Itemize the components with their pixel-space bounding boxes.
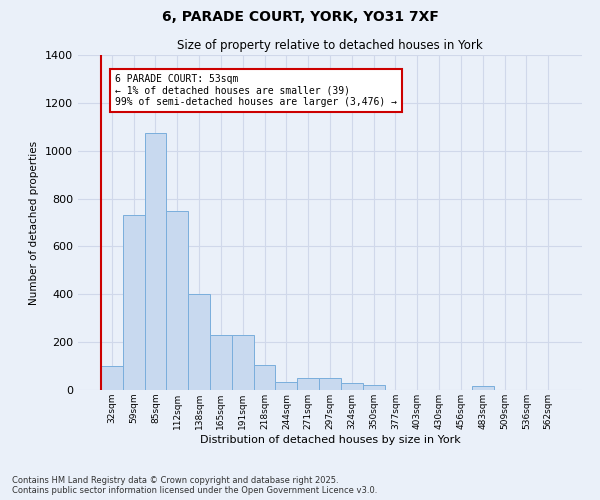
Bar <box>275 382 297 390</box>
Bar <box>254 365 275 390</box>
Bar <box>101 366 123 390</box>
Bar <box>166 210 188 390</box>
Bar <box>297 378 319 390</box>
Bar <box>210 335 232 390</box>
Bar <box>145 133 166 390</box>
X-axis label: Distribution of detached houses by size in York: Distribution of detached houses by size … <box>200 434 460 444</box>
Bar <box>232 335 254 390</box>
Title: Size of property relative to detached houses in York: Size of property relative to detached ho… <box>177 40 483 52</box>
Bar <box>319 378 341 390</box>
Text: 6 PARADE COURT: 53sqm
← 1% of detached houses are smaller (39)
99% of semi-detac: 6 PARADE COURT: 53sqm ← 1% of detached h… <box>115 74 397 108</box>
Text: Contains HM Land Registry data © Crown copyright and database right 2025.
Contai: Contains HM Land Registry data © Crown c… <box>12 476 377 495</box>
Bar <box>363 385 385 390</box>
Text: 6, PARADE COURT, YORK, YO31 7XF: 6, PARADE COURT, YORK, YO31 7XF <box>161 10 439 24</box>
Y-axis label: Number of detached properties: Number of detached properties <box>29 140 40 304</box>
Bar <box>472 386 494 390</box>
Bar <box>188 294 210 390</box>
Bar <box>341 383 363 390</box>
Bar <box>123 216 145 390</box>
